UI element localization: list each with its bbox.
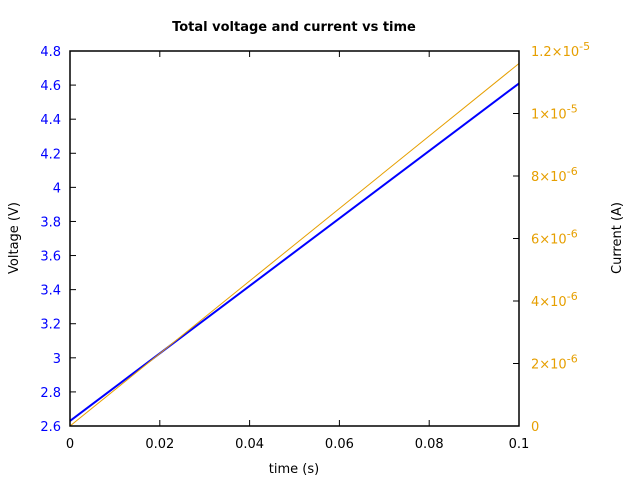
y-tick-label: 4 xyxy=(53,181,61,196)
x-tick-label: 0.08 xyxy=(415,437,444,452)
x-tick-label: 0.02 xyxy=(145,437,174,452)
x-tick-label: 0.06 xyxy=(325,437,354,452)
y2-tick-label: 1×10-5 xyxy=(531,103,578,123)
y-tick-label: 2.6 xyxy=(40,420,61,435)
y-tick-label: 3.6 xyxy=(40,250,61,265)
y-tick-label: 3.4 xyxy=(40,284,61,299)
y2-tick-label: 8×10-6 xyxy=(531,165,578,185)
plot-area: 0 0.02 0.04 0.06 0.08 0.1 2.6 2.8 3 3.2 3.4 3.6 3.8 4… xyxy=(40,40,590,452)
y-tick-label: 3.2 xyxy=(40,318,61,333)
y-tick-label: 3 xyxy=(53,352,61,367)
y-tick-label: 2.8 xyxy=(40,386,61,401)
y-tick-label: 4.6 xyxy=(40,79,61,94)
series-line-current xyxy=(69,63,520,427)
y-tick-label: 3.8 xyxy=(40,215,61,230)
y2-tick-label: 1.2×10-5 xyxy=(531,40,590,60)
x-axis-label: time (s) xyxy=(269,462,319,477)
y2-tick-label: 6×10-6 xyxy=(531,228,578,248)
y2-tick-label: 0 xyxy=(531,420,539,435)
y2-tick-label: 2×10-6 xyxy=(531,353,578,373)
y-tick-label: 4.2 xyxy=(40,147,61,162)
y-axis-label: Voltage (V) xyxy=(7,202,22,274)
x-tick-label: 0.1 xyxy=(509,437,530,452)
y-tick-label: 4.4 xyxy=(40,113,61,128)
series-line-voltage xyxy=(69,82,520,422)
y2-tick-label: 4×10-6 xyxy=(531,290,578,310)
y2-axis-label: Current (A) xyxy=(610,202,625,274)
x-tick-label: 0 xyxy=(66,437,74,452)
chart-title: Total voltage and current vs time xyxy=(172,20,416,35)
y-tick-label: 4.8 xyxy=(40,45,61,60)
x-tick-label: 0.04 xyxy=(235,437,264,452)
